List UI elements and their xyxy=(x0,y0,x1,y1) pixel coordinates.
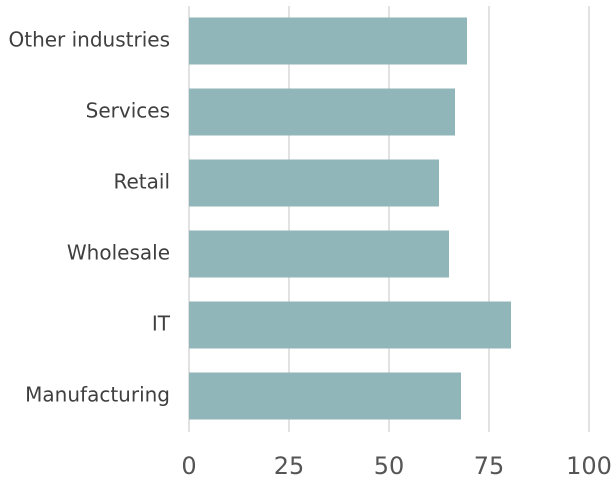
bar-other-industries xyxy=(189,17,467,65)
grid-lines xyxy=(188,6,590,432)
x-tick-label-75: 75 xyxy=(474,452,505,479)
x-tick-label-100: 100 xyxy=(566,452,612,479)
category-label-retail: Retail xyxy=(113,170,170,194)
bar-it xyxy=(189,301,511,349)
bar-services xyxy=(189,88,455,136)
category-labels: Other industries Services Retail Wholesale I… xyxy=(8,28,170,407)
bar-wholesale xyxy=(189,230,449,278)
x-tick-label-50: 50 xyxy=(374,452,405,479)
x-axis-tick-labels: 0 25 50 75 100 xyxy=(181,452,612,479)
category-label-other-industries: Other industries xyxy=(8,28,170,52)
bars xyxy=(189,17,511,420)
bar-retail xyxy=(189,159,439,207)
category-label-it: IT xyxy=(152,312,171,336)
category-label-manufacturing: Manufacturing xyxy=(25,383,170,407)
x-tick-label-25: 25 xyxy=(274,452,305,479)
category-label-wholesale: Wholesale xyxy=(67,241,170,265)
category-label-services: Services xyxy=(86,99,170,123)
bar-manufacturing xyxy=(189,372,461,420)
x-tick-label-0: 0 xyxy=(181,452,196,479)
